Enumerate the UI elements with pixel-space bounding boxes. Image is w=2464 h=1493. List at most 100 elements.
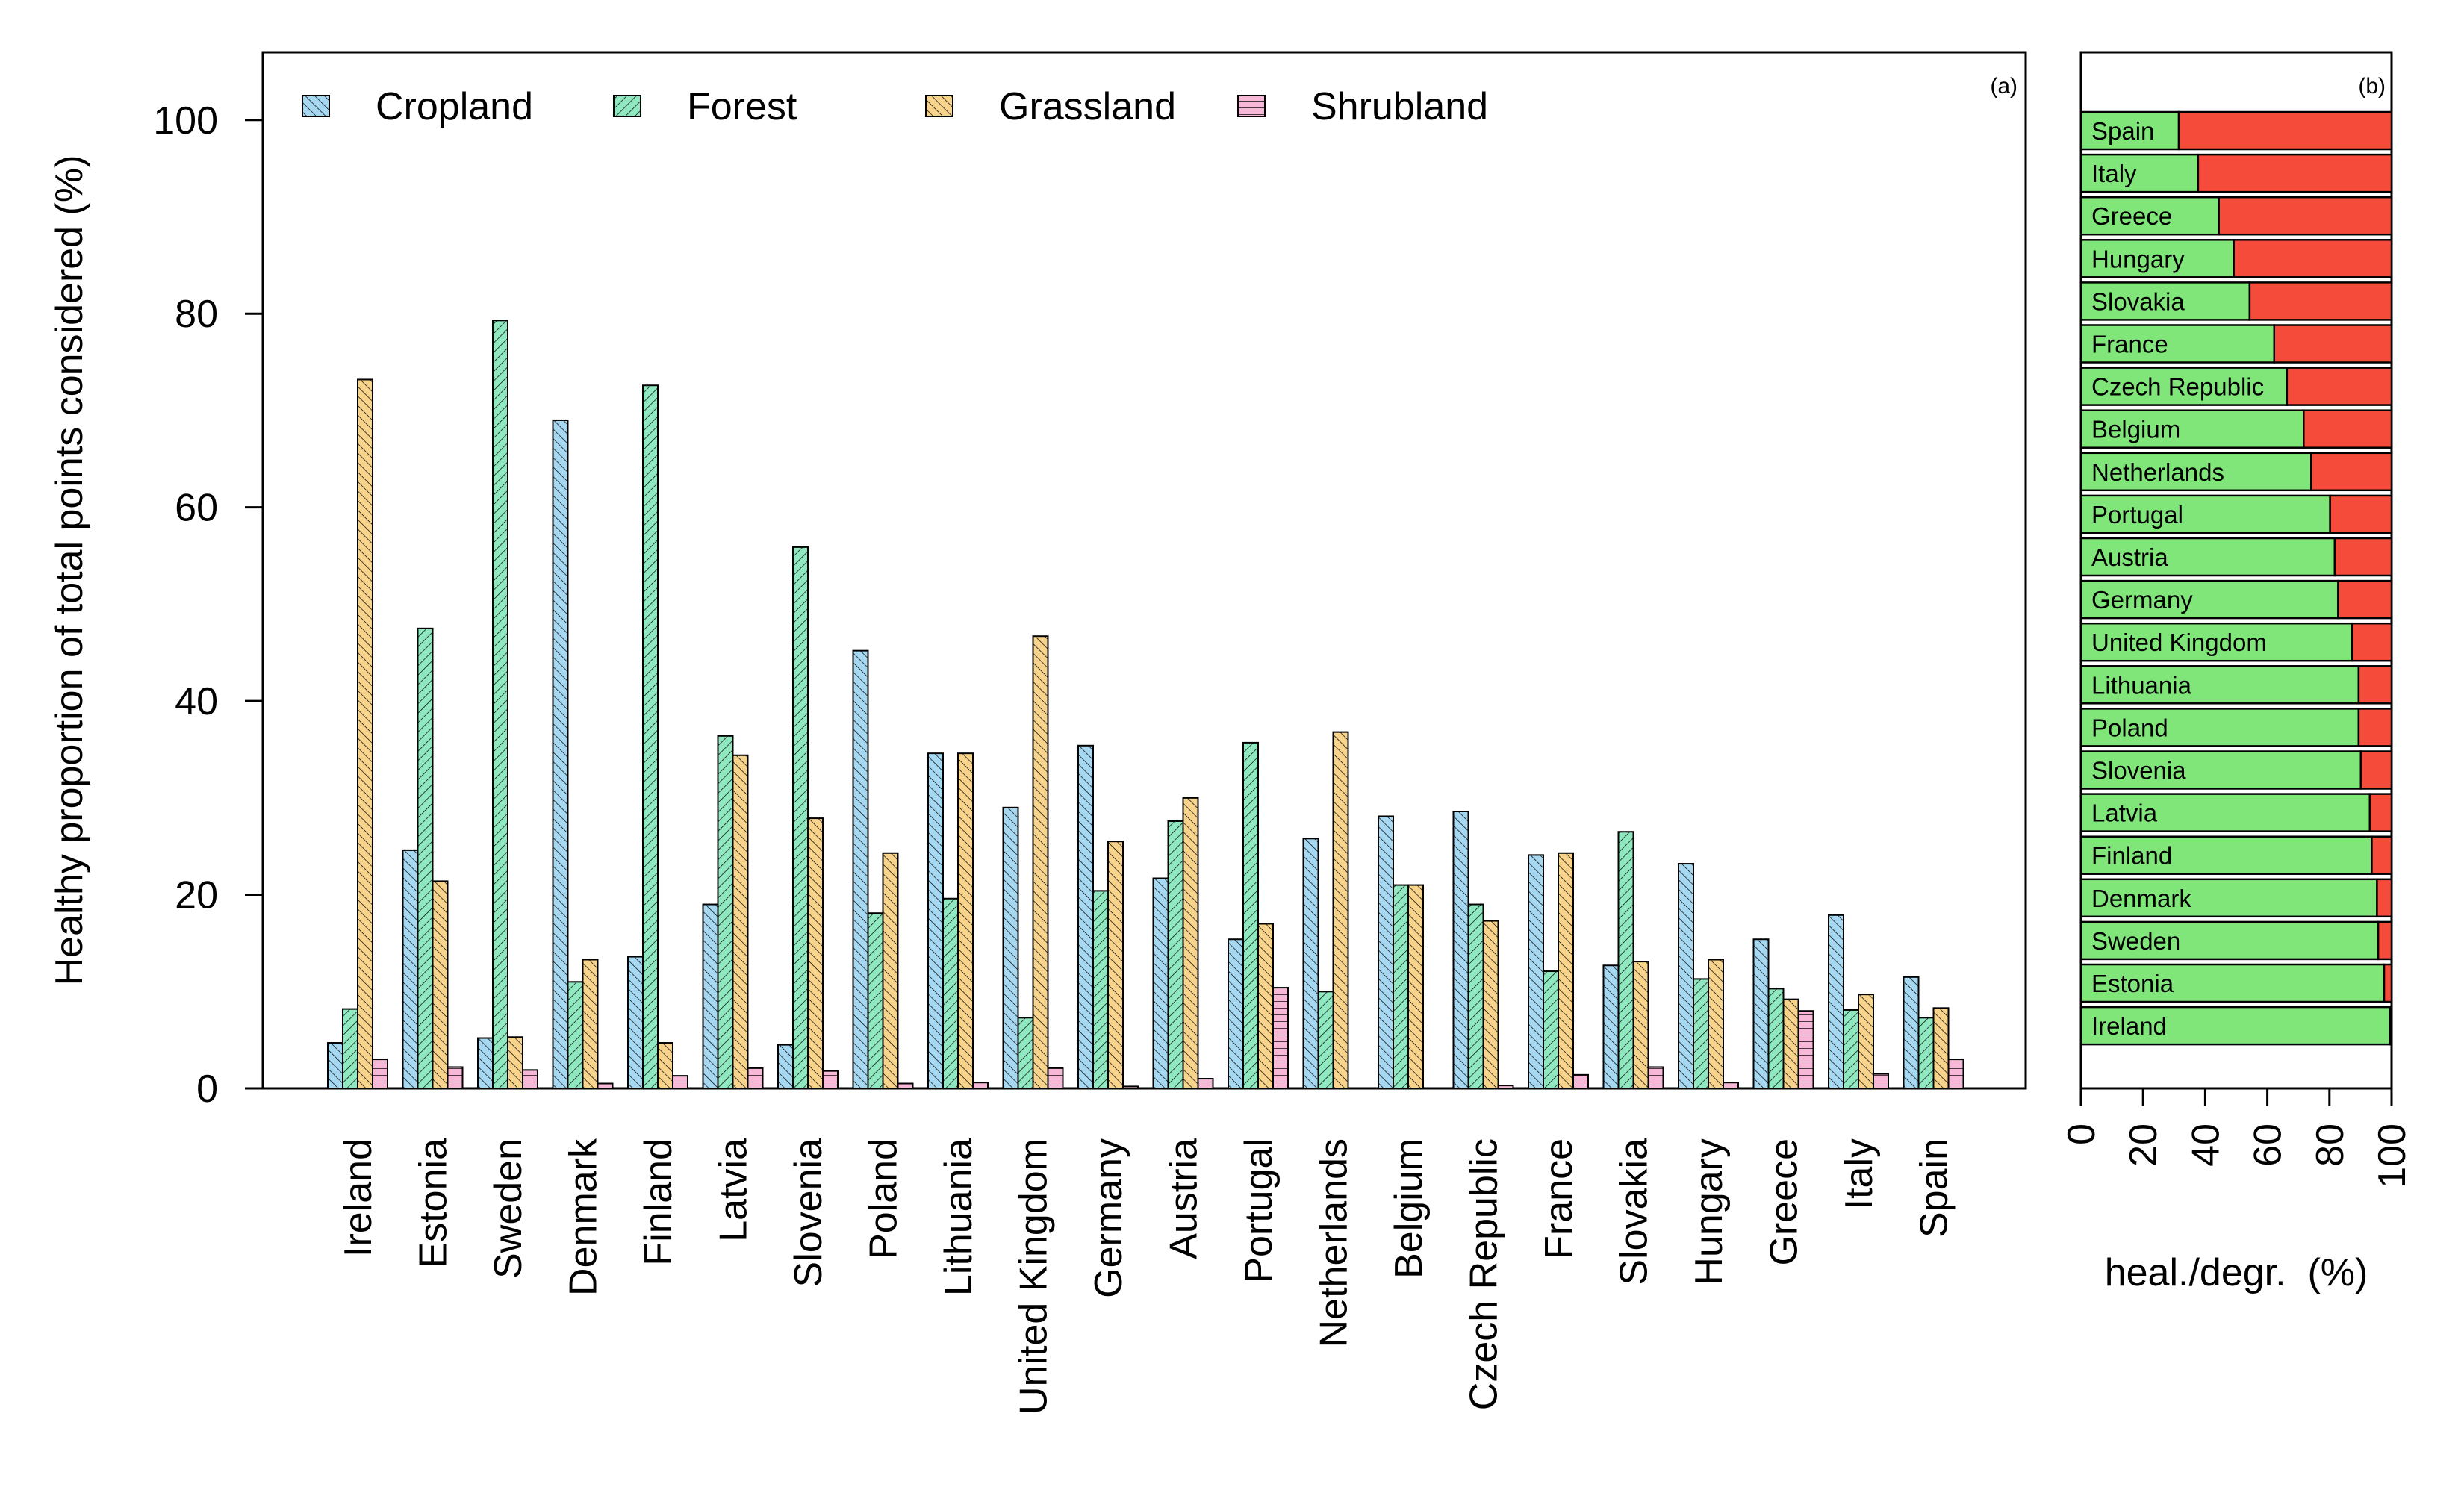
healthy-segment-slovenia — [2079, 750, 2362, 790]
stacked-bar-greece: Greece — [2079, 196, 2393, 236]
healthy-segment-hungary — [2079, 239, 2235, 278]
bar-shrubland-united-kingdom — [1047, 1067, 1064, 1090]
stacked-bar-belgium: Belgium — [2079, 409, 2393, 449]
panel-b-x-axis: 0 20 40 60 80 100 — [2060, 1087, 2414, 1188]
legend-swatch-grassland — [925, 95, 953, 117]
bar-grassland-czech-republic — [1482, 920, 1499, 1090]
bar-grassland-italy — [1858, 994, 1874, 1090]
bar-grassland-sweden — [507, 1036, 523, 1090]
bar-label-greece: Greece — [2091, 202, 2172, 230]
bar-cropland-belgium — [1378, 815, 1394, 1089]
bar-grassland-greece — [1782, 998, 1799, 1090]
degraded-segment-austria — [2333, 537, 2393, 577]
bar-grassland-spain — [1932, 1007, 1950, 1090]
degraded-segment-latvia — [2368, 793, 2393, 832]
bar-label-italy: Italy — [2091, 160, 2137, 187]
bar-cropland-slovakia — [1602, 964, 1620, 1090]
legend-label-cropland: Cropland — [376, 85, 533, 128]
bar-grassland-austria — [1182, 797, 1199, 1089]
bar-label-slovenia: Slovenia — [2091, 757, 2186, 785]
bar-forest-lithuania — [942, 897, 959, 1089]
bar-label-germany: Germany — [2091, 586, 2193, 614]
bar-group-latvia — [702, 735, 764, 1090]
bar-forest-spain — [1917, 1017, 1935, 1090]
healthy-segment-austria — [2079, 537, 2336, 577]
bar-label-slovakia: Slovakia — [2091, 287, 2185, 315]
legend-swatch-shrubland — [1237, 95, 1266, 117]
bar-group-netherlands — [1302, 731, 1349, 1090]
bar-shrubland-spain — [1947, 1059, 1964, 1089]
bar-label-estonia: Estonia — [2091, 970, 2174, 997]
panel-a-label: (a) — [1990, 74, 2017, 99]
bar-group-estonia — [402, 627, 464, 1090]
panel-a-legend: Cropland Forest Grassland Shrubland — [302, 85, 1488, 128]
bar-cropland-hungary — [1678, 863, 1694, 1089]
degraded-segment-poland — [2357, 708, 2393, 747]
bar-shrubland-poland — [897, 1082, 914, 1090]
bar-group-slovenia — [777, 546, 839, 1090]
bar-label-lithuania: Lithuania — [2091, 671, 2192, 699]
degraded-segment-slovenia — [2359, 750, 2393, 790]
degraded-segment-germany — [2337, 579, 2393, 620]
healthy-segment-italy — [2079, 153, 2200, 193]
stacked-bar-estonia: Estonia — [2079, 963, 2393, 1003]
bar-forest-czech-republic — [1467, 903, 1484, 1089]
bar-shrubland-slovakia — [1647, 1066, 1664, 1089]
x-tick-label: 80 — [2309, 1123, 2352, 1167]
x-tick-label-united-kingdom: United Kingdom — [1012, 1138, 1056, 1415]
bar-forest-united-kingdom — [1017, 1017, 1034, 1090]
stacked-bar-germany: Germany — [2079, 579, 2393, 620]
bar-forest-belgium — [1393, 884, 1409, 1089]
stacked-bar-latvia: Latvia — [2079, 793, 2393, 832]
bar-label-czech-republic: Czech Republic — [2091, 373, 2264, 401]
x-tick-label-hungary: Hungary — [1687, 1138, 1731, 1285]
bar-label-denmark: Denmark — [2091, 885, 2191, 912]
degraded-segment-portugal — [2329, 494, 2393, 534]
bar-shrubland-hungary — [1723, 1082, 1739, 1089]
bar-group-france — [1528, 852, 1589, 1090]
bar-shrubland-germany — [1122, 1085, 1139, 1090]
bar-group-lithuania — [927, 752, 989, 1089]
stacked-bar-italy: Italy — [2079, 153, 2393, 193]
bar-forest-estonia — [417, 627, 434, 1089]
bar-shrubland-finland — [672, 1075, 688, 1090]
bar-forest-latvia — [717, 735, 734, 1089]
x-tick-label-finland: Finland — [637, 1138, 680, 1266]
healthy-segment-finland — [2079, 835, 2373, 875]
bar-forest-ireland — [342, 1008, 358, 1089]
panel-a-bar-chart: (a) 0 20 40 60 80 100 Healthy proportion of t… — [48, 51, 2027, 1415]
panel-a-y-axis-label: Healthy proportion of total points consi… — [48, 155, 91, 986]
panel-a-x-tick-labels: Ireland Estonia Sweden Denmark Finland Latvia… — [337, 1138, 1956, 1415]
bar-shrubland-sweden — [522, 1069, 538, 1089]
bar-group-portugal — [1228, 741, 1289, 1090]
bar-grassland-estonia — [432, 880, 449, 1090]
panel-a-y-axis: 0 20 40 60 80 100 — [153, 99, 264, 1111]
bar-grassland-hungary — [1708, 959, 1724, 1089]
y-tick-label: 20 — [175, 874, 218, 917]
degraded-segment-ireland — [2389, 1006, 2393, 1046]
bar-group-greece — [1752, 938, 1814, 1090]
healthy-segment-slovakia — [2079, 281, 2251, 321]
bar-grassland-netherlands — [1332, 731, 1349, 1089]
bar-grassland-germany — [1107, 841, 1124, 1089]
stacked-bar-sweden: Sweden — [2079, 920, 2393, 961]
y-tick-label: 100 — [153, 99, 218, 143]
bar-forest-slovenia — [792, 546, 809, 1089]
x-tick-label: 40 — [2184, 1123, 2227, 1167]
bar-group-sweden — [477, 320, 538, 1090]
healthy-segment-united-kingdom — [2079, 622, 2353, 662]
stacked-bar-slovenia: Slovenia — [2079, 750, 2393, 790]
healthy-segment-netherlands — [2079, 452, 2312, 492]
bar-group-austria — [1152, 797, 1214, 1090]
stacked-bar-netherlands: Netherlands — [2079, 452, 2393, 492]
bar-group-spain — [1903, 976, 1964, 1090]
legend-item-shrubland: Shrubland — [1237, 85, 1488, 128]
degraded-segment-italy — [2197, 153, 2393, 193]
bar-forest-denmark — [567, 981, 584, 1090]
bar-forest-sweden — [492, 320, 508, 1089]
bar-forest-germany — [1092, 890, 1109, 1089]
degraded-segment-estonia — [2383, 963, 2393, 1003]
bar-group-hungary — [1678, 863, 1739, 1090]
x-tick-label-netherlands: Netherlands — [1313, 1138, 1356, 1347]
degraded-segment-spain — [2177, 110, 2393, 151]
